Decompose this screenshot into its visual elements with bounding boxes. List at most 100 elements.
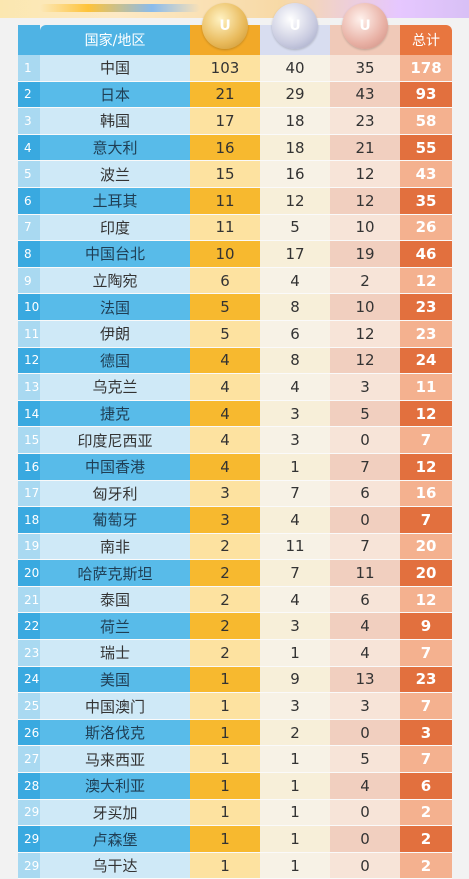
- rank-cell: 4: [18, 134, 40, 161]
- silver-cell: 5: [260, 214, 330, 241]
- table-body: 1 中国 103 40 35 178 2 日本 21 29 43 93 3 韩国 17 18 23 58 4 意大利 1…: [18, 55, 452, 879]
- silver-cell: 18: [260, 134, 330, 161]
- country-cell: 中国: [40, 55, 190, 81]
- bronze-medal-icon: U: [342, 3, 388, 49]
- total-cell: 58: [400, 108, 452, 134]
- silver-cell: 7: [260, 560, 330, 586]
- bronze-cell: 6: [330, 586, 400, 613]
- bronze-cell: 4: [330, 640, 400, 666]
- silver-cell: 12: [260, 187, 330, 214]
- table-row: 23 瑞士 2 1 4 7: [18, 640, 452, 667]
- total-cell: 16: [400, 480, 452, 507]
- bronze-cell: 11: [330, 560, 400, 586]
- table-row: 1 中国 103 40 35 178: [18, 55, 452, 82]
- total-cell: 23: [400, 320, 452, 347]
- silver-cell: 29: [260, 81, 330, 108]
- rank-cell: 13: [18, 374, 40, 400]
- table-row: 10 法国 5 8 10 23: [18, 294, 452, 321]
- total-cell: 20: [400, 560, 452, 586]
- gold-cell: 4: [190, 427, 260, 453]
- total-cell: 7: [400, 507, 452, 533]
- bronze-cell: 5: [330, 400, 400, 427]
- rank-cell: 26: [18, 719, 40, 746]
- silver-cell: 8: [260, 347, 330, 374]
- country-cell: 乌克兰: [40, 374, 190, 400]
- table-row: 21 泰国 2 4 6 12: [18, 586, 452, 614]
- table-row: 27 马来西亚 1 1 5 7: [18, 746, 452, 774]
- total-header: 总计: [400, 25, 452, 55]
- table-row: 4 意大利 16 18 21 55: [18, 134, 452, 162]
- table-row: 14 捷克 4 3 5 12: [18, 400, 452, 428]
- bronze-cell: 19: [330, 241, 400, 267]
- rank-cell: 24: [18, 666, 40, 693]
- bronze-cell: 4: [330, 773, 400, 799]
- gold-cell: 6: [190, 267, 260, 294]
- total-cell: 20: [400, 533, 452, 560]
- gold-cell: 10: [190, 241, 260, 267]
- gold-cell: 5: [190, 294, 260, 320]
- total-cell: 12: [400, 400, 452, 427]
- gold-header: U: [190, 3, 260, 55]
- rank-cell: 28: [18, 773, 40, 799]
- bronze-cell: 7: [330, 533, 400, 560]
- country-cell: 日本: [40, 81, 190, 108]
- rank-cell: 29: [18, 852, 40, 879]
- bronze-cell: 12: [330, 320, 400, 347]
- country-cell: 葡萄牙: [40, 507, 190, 533]
- bronze-cell: 12: [330, 161, 400, 187]
- rank-cell: 11: [18, 320, 40, 347]
- gold-cell: 11: [190, 214, 260, 241]
- rank-cell: 12: [18, 347, 40, 374]
- silver-cell: 3: [260, 613, 330, 640]
- table-row: 29 牙买加 1 1 0 2: [18, 799, 452, 827]
- country-cell: 韩国: [40, 108, 190, 134]
- country-cell: 印度尼西亚: [40, 427, 190, 453]
- table-row: 9 立陶宛 6 4 2 12: [18, 267, 452, 295]
- country-cell: 美国: [40, 666, 190, 693]
- bronze-cell: 10: [330, 294, 400, 320]
- rank-cell: 22: [18, 613, 40, 640]
- silver-header: U: [260, 3, 330, 55]
- silver-cell: 17: [260, 241, 330, 267]
- rank-cell: 17: [18, 480, 40, 507]
- table-row: 29 卢森堡 1 1 0 2: [18, 826, 452, 853]
- gold-cell: 3: [190, 507, 260, 533]
- table-row: 15 印度尼西亚 4 3 0 7: [18, 427, 452, 454]
- total-cell: 26: [400, 214, 452, 241]
- silver-cell: 4: [260, 374, 330, 400]
- rank-cell: 16: [18, 453, 40, 480]
- country-cell: 哈萨克斯坦: [40, 560, 190, 586]
- rank-cell: 3: [18, 108, 40, 134]
- bronze-cell: 21: [330, 134, 400, 161]
- bronze-cell: 43: [330, 81, 400, 108]
- country-cell: 中国香港: [40, 453, 190, 480]
- silver-cell: 7: [260, 480, 330, 507]
- bronze-cell: 6: [330, 480, 400, 507]
- bronze-cell: 35: [330, 55, 400, 81]
- gold-cell: 4: [190, 347, 260, 374]
- total-cell: 12: [400, 453, 452, 480]
- bronze-cell: 0: [330, 427, 400, 453]
- total-cell: 35: [400, 187, 452, 214]
- total-cell: 46: [400, 241, 452, 267]
- silver-cell: 6: [260, 320, 330, 347]
- bronze-cell: 12: [330, 347, 400, 374]
- medal-table: 国家/地区 U U U 总计 1 中国 103 40 35 178 2 日本 21 29 43 93 3…: [18, 3, 452, 879]
- silver-cell: 1: [260, 773, 330, 799]
- silver-cell: 4: [260, 586, 330, 613]
- bronze-cell: 3: [330, 374, 400, 400]
- country-cell: 牙买加: [40, 799, 190, 826]
- table-row: 2 日本 21 29 43 93: [18, 81, 452, 109]
- table-row: 13 乌克兰 4 4 3 11: [18, 374, 452, 401]
- gold-cell: 1: [190, 693, 260, 719]
- gold-medal-icon: U: [202, 3, 248, 49]
- total-cell: 43: [400, 161, 452, 187]
- bronze-cell: 0: [330, 719, 400, 746]
- country-cell: 中国澳门: [40, 693, 190, 719]
- rank-cell: 23: [18, 640, 40, 666]
- bronze-medal-glyph: U: [359, 18, 371, 34]
- gold-cell: 2: [190, 586, 260, 613]
- total-cell: 178: [400, 55, 452, 81]
- bronze-cell: 0: [330, 852, 400, 879]
- table-row: 3 韩国 17 18 23 58: [18, 108, 452, 135]
